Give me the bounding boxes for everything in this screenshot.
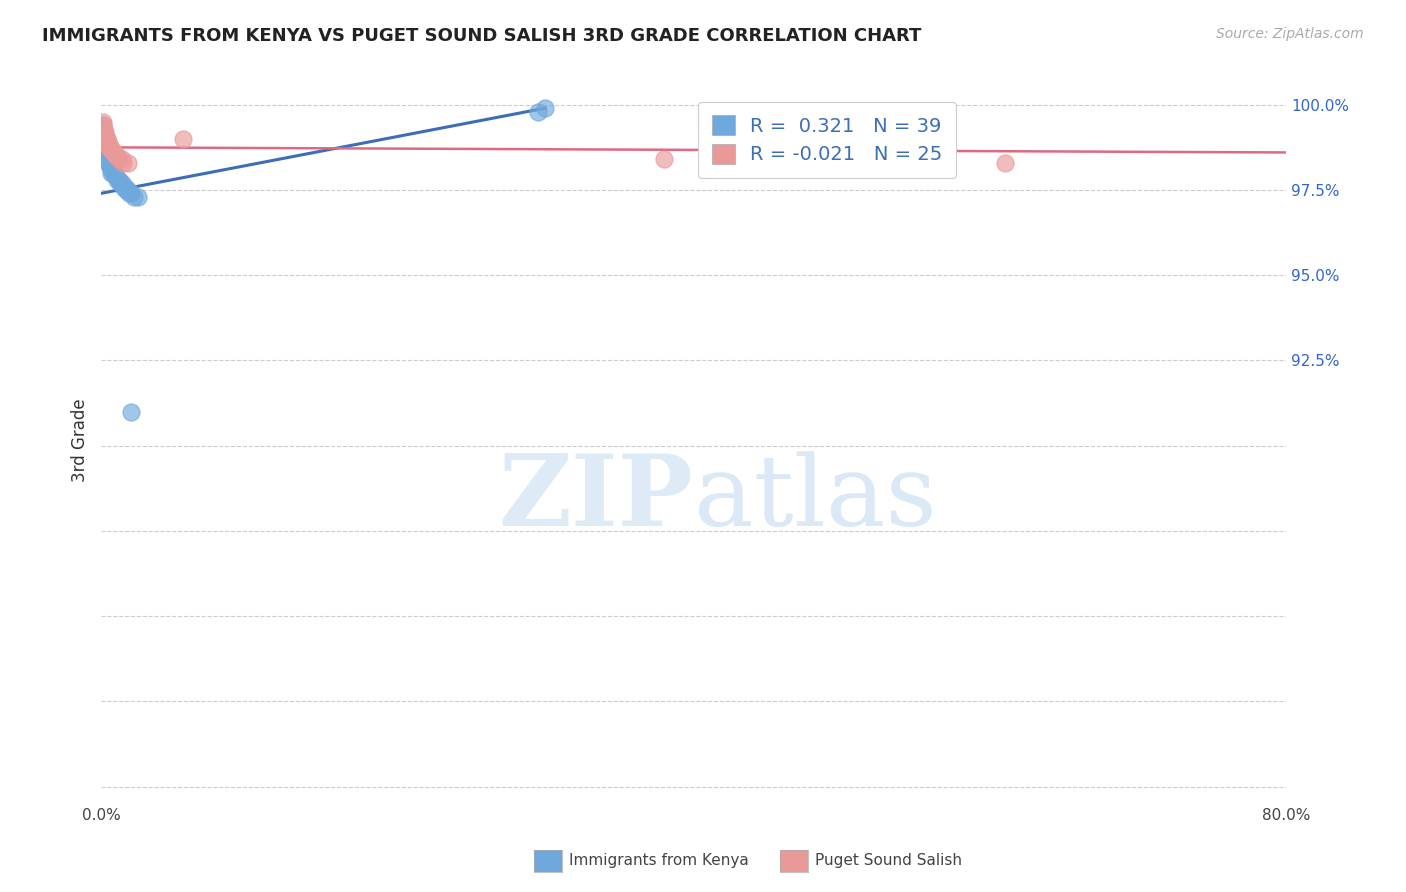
Point <box>118 186 141 201</box>
Point <box>527 104 550 119</box>
Point <box>93 135 115 149</box>
Point <box>115 183 138 197</box>
Point <box>97 135 120 149</box>
Point <box>91 115 114 129</box>
Point <box>93 125 115 139</box>
Point <box>94 135 117 149</box>
Point <box>534 101 557 115</box>
Y-axis label: 3rd Grade: 3rd Grade <box>72 399 89 483</box>
Point <box>103 145 125 160</box>
Point <box>93 125 115 139</box>
Point <box>97 138 120 153</box>
Point <box>122 190 145 204</box>
Point <box>112 179 135 194</box>
Point <box>100 142 122 156</box>
Point <box>93 132 115 146</box>
Point <box>104 169 127 184</box>
Point <box>91 132 114 146</box>
Point <box>112 155 135 169</box>
Point <box>127 190 149 204</box>
Point <box>96 145 118 160</box>
Point <box>96 149 118 163</box>
Point <box>117 183 139 197</box>
Point <box>91 128 114 143</box>
Point <box>110 176 132 190</box>
Point <box>120 404 142 418</box>
Point <box>91 118 114 132</box>
Point <box>98 159 121 173</box>
Text: Puget Sound Salish: Puget Sound Salish <box>815 854 963 868</box>
Point <box>100 166 122 180</box>
Point <box>104 149 127 163</box>
Point <box>93 128 115 143</box>
Point <box>98 159 121 173</box>
Point <box>105 149 128 163</box>
Point <box>96 132 118 146</box>
Point <box>97 155 120 169</box>
Point <box>111 153 134 167</box>
Point <box>101 166 124 180</box>
Point <box>94 142 117 156</box>
Point <box>101 145 124 160</box>
Point <box>100 162 122 177</box>
Point <box>91 118 114 132</box>
Point <box>93 121 115 136</box>
Point <box>105 172 128 186</box>
Point <box>97 153 120 167</box>
Point <box>96 132 118 146</box>
Point <box>103 166 125 180</box>
Point <box>96 135 118 149</box>
Point <box>94 128 117 143</box>
Point <box>91 121 114 136</box>
Point <box>993 155 1015 169</box>
Text: ZIP: ZIP <box>499 450 693 547</box>
Point <box>98 138 121 153</box>
Text: atlas: atlas <box>693 450 936 547</box>
Point <box>98 142 121 156</box>
Text: Source: ZipAtlas.com: Source: ZipAtlas.com <box>1216 27 1364 41</box>
Legend: R =  0.321   N = 39, R = -0.021   N = 25: R = 0.321 N = 39, R = -0.021 N = 25 <box>697 102 956 178</box>
Point <box>108 153 131 167</box>
Text: IMMIGRANTS FROM KENYA VS PUGET SOUND SALISH 3RD GRADE CORRELATION CHART: IMMIGRANTS FROM KENYA VS PUGET SOUND SAL… <box>42 27 921 45</box>
Point <box>93 138 115 153</box>
Point <box>94 125 117 139</box>
Point <box>108 172 131 186</box>
Text: Immigrants from Kenya: Immigrants from Kenya <box>569 854 749 868</box>
Point <box>111 176 134 190</box>
Point <box>652 153 675 167</box>
Point <box>94 138 117 153</box>
Point <box>120 186 142 201</box>
Point <box>114 179 136 194</box>
Point <box>91 125 114 139</box>
Point <box>172 132 194 146</box>
Point <box>117 155 139 169</box>
